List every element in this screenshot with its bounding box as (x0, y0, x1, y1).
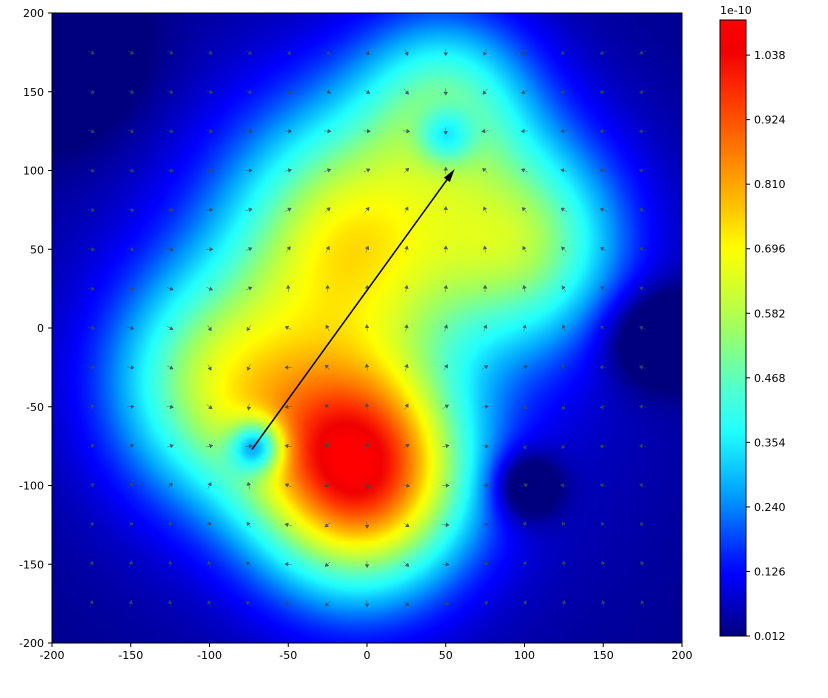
colorbar-tick-label: 0.810 (754, 178, 786, 191)
chart-svg: -200-150-100-50050100150200-200-150-100-… (0, 0, 828, 694)
colorbar-tick-label: 0.240 (754, 501, 786, 514)
y-tick-label: -50 (26, 401, 44, 414)
colorbar-tick-label: 0.012 (754, 630, 786, 643)
colorbar-tick-label: 0.354 (754, 436, 786, 449)
y-tick-label: 0 (37, 322, 44, 335)
x-tick-label: 150 (593, 649, 614, 662)
y-tick-label: -100 (19, 480, 44, 493)
colorbar-tick-label: 0.924 (754, 114, 786, 127)
x-tick-label: 50 (439, 649, 453, 662)
y-tick-label: -150 (19, 558, 44, 571)
colorbar-tick-label: 0.582 (754, 307, 786, 320)
y-tick-label: 200 (23, 7, 44, 20)
x-axis: -200 -150 -100 -50 0 50 100 150 200 (40, 643, 693, 662)
x-tick-label: -200 (40, 649, 65, 662)
colorbar-gradient (720, 20, 746, 636)
x-tick-label: -50 (279, 649, 297, 662)
colorbar-tick-label: 0.696 (754, 243, 786, 256)
y-tick-label: 50 (30, 243, 44, 256)
chart-container: -200-150-100-50050100150200-200-150-100-… (0, 0, 828, 694)
x-tick-label: 100 (514, 649, 535, 662)
y-tick-label: 150 (23, 86, 44, 99)
colorbar-tick-label: 0.126 (754, 565, 786, 578)
colorbar-tick-label: 0.468 (754, 372, 786, 385)
x-tick-label: 200 (672, 649, 693, 662)
x-tick-label: 0 (364, 649, 371, 662)
y-axis: -200 -150 -100 -50 0 50 100 150 200 (19, 7, 52, 650)
colorbar-exponent: 1e-10 (720, 4, 752, 17)
x-tick-label: -150 (118, 649, 143, 662)
y-tick-label: 100 (23, 165, 44, 178)
y-tick-label: -200 (19, 637, 44, 650)
x-tick-label: -100 (197, 649, 222, 662)
colorbar-tick-label: 1.038 (754, 49, 786, 62)
quiver-layer (88, 49, 646, 607)
